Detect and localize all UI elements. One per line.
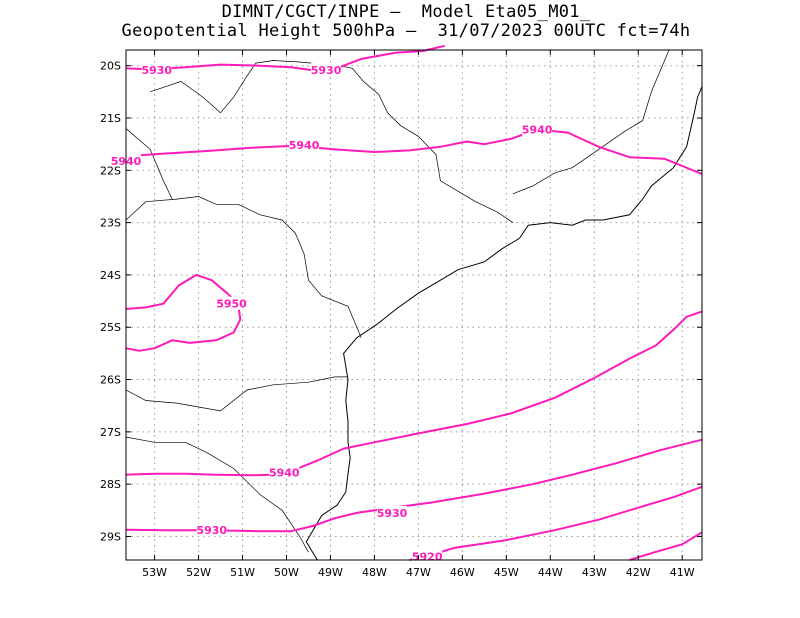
contour-label-text: 5920 (412, 550, 443, 563)
contour-label: 5930 (141, 62, 172, 77)
x-tick-label: 51W (230, 566, 255, 579)
height-contour (125, 44, 446, 72)
tick-layer: 53W 52W 51W 50W 49W 48W 47W 46W 45W 44W 43W 42W 41W 2… (100, 50, 702, 579)
y-tick-label: 28S (100, 478, 121, 491)
state-border (150, 81, 221, 114)
chart-title-line-1: DIMNT/CGCT/INPE – Model Eta05_M01_ (221, 2, 591, 22)
x-tick-label: 53W (142, 566, 167, 579)
height-contour (125, 310, 703, 477)
state-border (125, 436, 309, 553)
y-tick-label: 20S (100, 60, 121, 73)
x-tick-label: 41W (670, 566, 695, 579)
x-tick-label: 44W (538, 566, 563, 579)
contour-layer (125, 44, 703, 561)
y-tick-label: 24S (100, 269, 121, 282)
contour-label-text: 5940 (269, 467, 300, 480)
height-contour (125, 128, 703, 175)
contour-label-text: 5950 (216, 298, 247, 311)
contour-label: 5930 (377, 505, 408, 520)
height-contour (125, 273, 242, 352)
contour-label-bg (377, 505, 408, 519)
x-tick-label: 45W (494, 566, 519, 579)
contour-label-bg (289, 138, 320, 152)
x-tick-label: 49W (318, 566, 343, 579)
x-tick-label: 48W (362, 566, 387, 579)
y-tick-label: 23S (100, 217, 121, 230)
contour-label-text: 5930 (141, 64, 172, 77)
x-tick-label: 50W (274, 566, 299, 579)
contour-label: 5930 (311, 62, 342, 77)
state-border (220, 60, 514, 223)
contour-label: 5940 (289, 138, 320, 152)
x-tick-label: 47W (406, 566, 431, 579)
contour-label: 5940 (269, 465, 300, 480)
y-tick-label: 26S (100, 374, 121, 387)
map-frame (125, 49, 703, 561)
height-contour (125, 438, 703, 533)
geography-layer (125, 49, 703, 561)
contour-label: 5940 (522, 122, 553, 137)
y-tick-label: 21S (100, 112, 121, 125)
y-tick-label: 22S (100, 164, 121, 177)
y-tick-label: 25S (100, 321, 121, 334)
contour-label-text: 5930 (377, 507, 408, 520)
x-tick-label: 42W (626, 566, 651, 579)
contour-label-bg (196, 523, 227, 537)
contour-label-bg (412, 549, 443, 563)
contour-label-text: 5940 (289, 139, 320, 152)
contour-label: 5950 (216, 296, 247, 311)
y-tick-label: 27S (100, 426, 121, 439)
state-border (125, 196, 362, 338)
contour-label: 5930 (196, 523, 227, 537)
y-tick-label: 29S (100, 530, 121, 543)
contour-label: 5920 (412, 549, 443, 563)
contour-label-bg (522, 122, 553, 136)
x-tick-label: 43W (582, 566, 607, 579)
contour-label-text: 5930 (311, 64, 342, 77)
height-contour (409, 485, 703, 561)
chart-title-line-2: Geopotential Height 500hPa – 31/07/2023 … (121, 21, 691, 41)
contour-label-bg (269, 465, 300, 479)
contour-label-text: 5930 (196, 524, 227, 537)
x-tick-label: 52W (186, 566, 211, 579)
contour-label-bg (216, 296, 247, 310)
contour-label-bg (311, 62, 342, 76)
grid-layer (126, 50, 702, 560)
x-tick-label: 46W (450, 566, 475, 579)
state-border (125, 376, 348, 412)
contour-label-text: 5940 (522, 124, 553, 137)
state-border (125, 128, 173, 200)
contour-label-bg (141, 62, 172, 76)
height-contour (629, 531, 703, 561)
coastline (305, 86, 703, 561)
state-border (512, 49, 670, 195)
